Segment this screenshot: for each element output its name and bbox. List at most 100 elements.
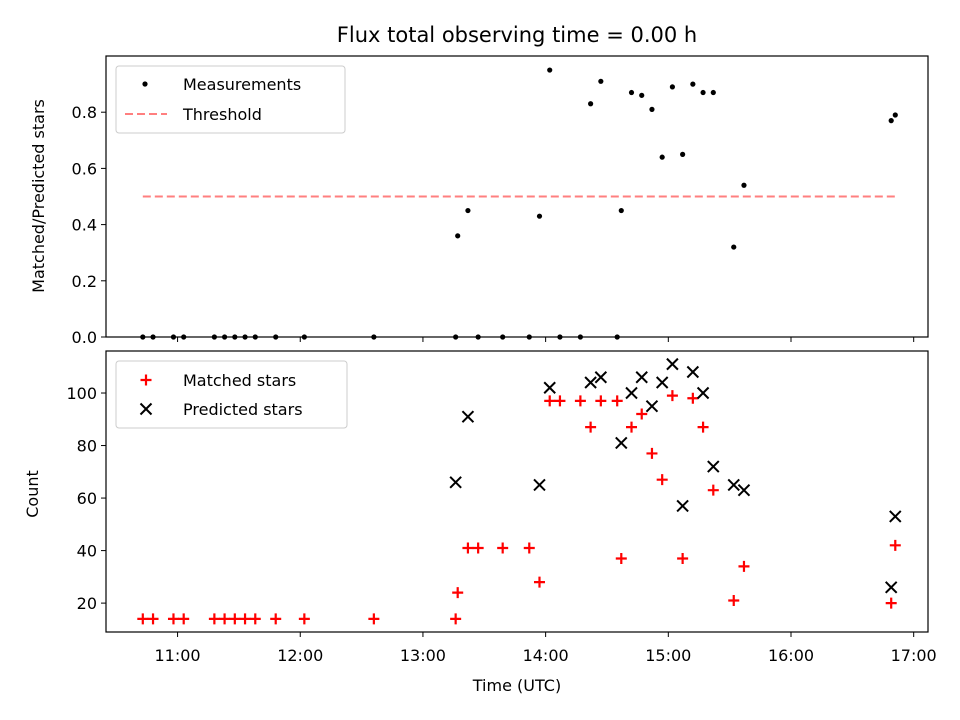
measurement-point <box>669 84 676 90</box>
legend-label-matched: Matched stars <box>183 371 296 390</box>
matched-stars-point <box>687 392 699 404</box>
predicted-stars-point <box>655 376 669 389</box>
matched-stars-point <box>229 613 241 625</box>
x-tick-label: 11:00 <box>155 646 201 665</box>
matched-stars-point <box>270 613 282 625</box>
measurement-point <box>700 89 706 96</box>
measurement-point <box>628 89 635 96</box>
matched-stars-point <box>298 613 310 625</box>
legend-marker-measurements <box>142 81 148 87</box>
predicted-stars-point <box>625 386 638 400</box>
matched-stars-point <box>450 613 462 625</box>
legend-label-predicted: Predicted stars <box>183 400 303 419</box>
top-axes-frame <box>105 55 929 338</box>
matched-stars-point <box>626 421 638 433</box>
x-tick-label: 16:00 <box>768 646 814 665</box>
predicted-stars-point <box>543 381 556 394</box>
y-tick-label: 0.8 <box>72 103 97 122</box>
predicted-stars-point <box>884 581 898 594</box>
predicted-stars-point <box>594 371 608 384</box>
y-tick-label: 100 <box>66 384 97 403</box>
predicted-stars-point <box>696 386 710 400</box>
predicted-stars-point <box>727 478 740 492</box>
predicted-stars-point <box>449 476 462 489</box>
measurement-point <box>536 213 543 219</box>
matched-stars-point <box>885 597 897 609</box>
measurement-point <box>455 233 461 239</box>
bottom-panel: 20 40 60 80 100 11:00 12:00 13:00 14:00 15:00 16:… <box>23 350 937 695</box>
matched-stars-point <box>544 395 556 407</box>
legend-frame <box>115 65 346 134</box>
legend-marker-matched <box>140 374 152 386</box>
top-legend: Measurements Threshold <box>115 65 346 134</box>
matched-stars-point <box>554 395 566 407</box>
matched-stars-point <box>574 395 586 407</box>
bottom-y-axis-label: Count <box>23 470 42 518</box>
matched-stars-point <box>728 594 740 606</box>
measurement-point <box>741 182 747 188</box>
predicted-stars-point <box>584 376 597 389</box>
y-tick-label: 40 <box>77 542 97 561</box>
matched-stars-point <box>611 395 623 407</box>
matched-stars-point <box>368 613 380 625</box>
predicted-stars-point <box>533 478 546 492</box>
bottom-axes-frame <box>105 350 929 633</box>
bottom-legend: Matched stars Predicted stars <box>115 360 348 429</box>
predicted-stars-point <box>676 499 689 513</box>
matched-stars-point <box>239 613 251 625</box>
measurement-point <box>639 92 645 98</box>
measurement-point <box>659 154 665 160</box>
matched-stars-point <box>167 613 179 625</box>
measurement-point <box>588 101 594 107</box>
predicted-stars-point <box>645 399 659 413</box>
measurement-point <box>618 207 624 214</box>
x-tick-label: 14:00 <box>523 646 569 665</box>
measurement-point <box>547 67 553 73</box>
matched-stars-point <box>462 542 474 554</box>
matched-stars-point <box>178 613 190 625</box>
matched-stars-point <box>697 421 709 433</box>
measurement-point <box>690 81 696 87</box>
top-panel: 0.00.20.40.60.8 Matched/Predicted stars … <box>29 55 929 347</box>
matched-stars-point <box>147 613 159 625</box>
predicted-stars-point <box>707 460 720 473</box>
matched-stars-point <box>656 474 668 486</box>
predicted-stars-point <box>889 510 902 523</box>
y-tick-label: 0.6 <box>72 159 97 178</box>
measurement-point <box>680 151 686 157</box>
chart-title: Flux total observing time = 0.00 h <box>337 23 697 47</box>
y-tick-label: 20 <box>77 594 97 613</box>
matched-stars-point <box>595 395 607 407</box>
y-tick-label: 80 <box>77 437 97 456</box>
matched-stars-point <box>208 613 220 625</box>
y-tick-label: 0.4 <box>72 216 97 235</box>
predicted-stars-point <box>686 365 700 379</box>
matched-stars-point <box>219 613 231 625</box>
matched-stars-point <box>472 542 484 554</box>
x-tick-label: 13:00 <box>400 646 446 665</box>
matched-stars-point <box>452 587 464 599</box>
measurement-point <box>731 244 737 250</box>
legend-frame <box>115 360 348 429</box>
y-tick-label: 60 <box>77 489 97 508</box>
legend-marker-predicted <box>139 402 153 416</box>
matched-stars-point <box>585 421 597 433</box>
predicted-stars-point <box>666 357 679 371</box>
x-axis-label: Time (UTC) <box>472 676 561 695</box>
matched-stars-point <box>707 484 719 496</box>
legend-label-threshold: Threshold <box>182 105 262 124</box>
x-tick-label: 15:00 <box>645 646 691 665</box>
measurement-point <box>710 89 716 96</box>
matched-stars-point <box>249 613 261 625</box>
measurement-point <box>598 78 604 84</box>
y-tick-label: 0.2 <box>72 272 97 291</box>
matched-stars-point <box>646 447 658 459</box>
matched-stars-point <box>497 542 509 554</box>
top-y-axis-label: Matched/Predicted stars <box>29 99 48 293</box>
matched-stars-point <box>889 539 901 551</box>
x-tick-label: 17:00 <box>891 646 937 665</box>
matched-stars-point <box>533 576 545 588</box>
measurement-point <box>649 106 655 112</box>
y-tick-label: 0.0 <box>72 328 97 347</box>
